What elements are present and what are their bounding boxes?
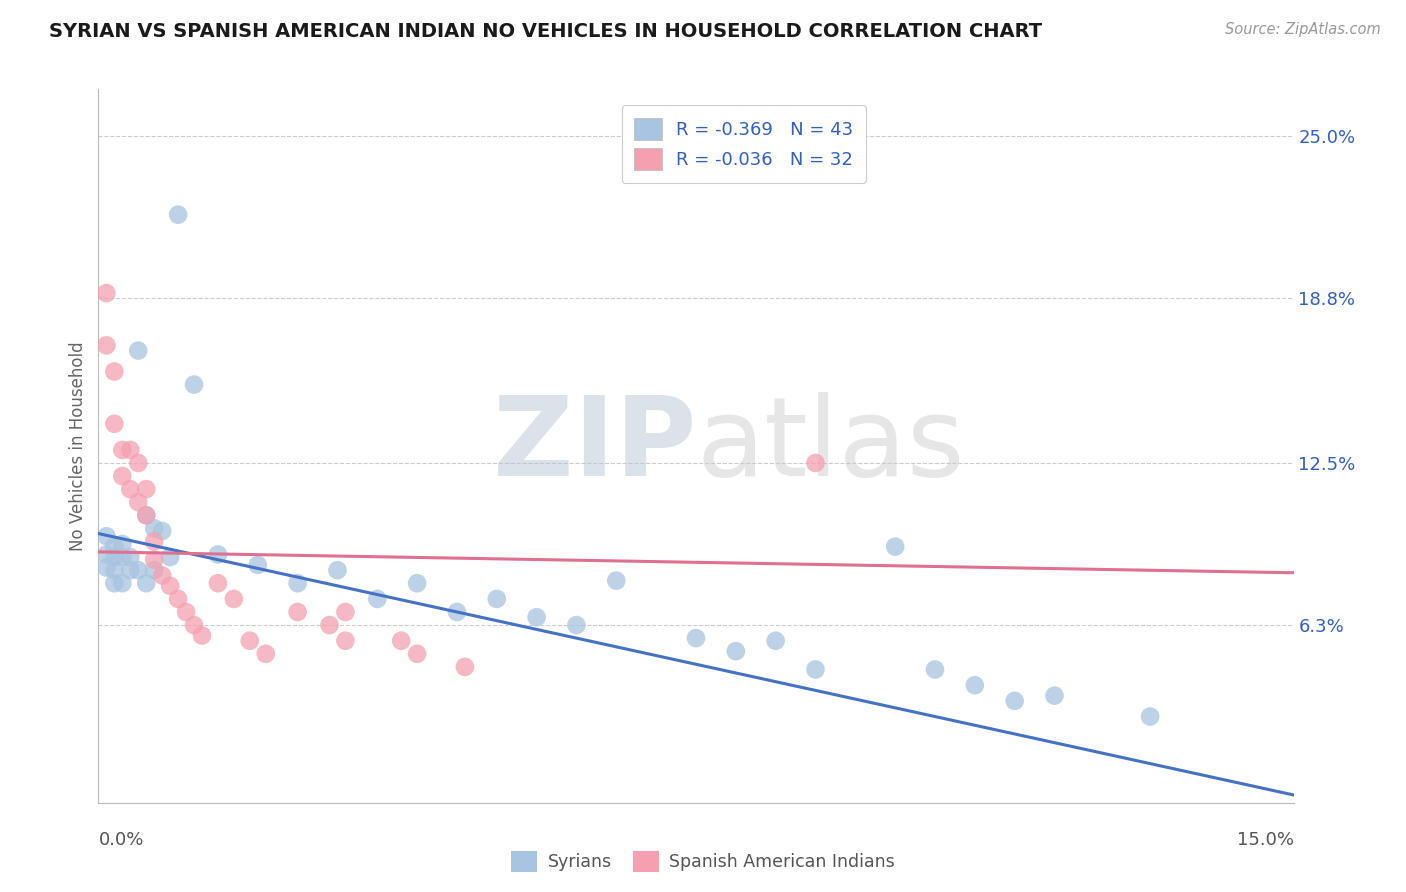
Point <box>111 469 134 483</box>
Legend: R = -0.369   N = 43, R = -0.036   N = 32: R = -0.369 N = 43, R = -0.036 N = 32 <box>621 105 866 183</box>
Point <box>287 605 309 619</box>
Point <box>111 550 134 565</box>
Legend: Syrians, Spanish American Indians: Syrians, Spanish American Indians <box>505 844 901 879</box>
Point <box>103 550 125 565</box>
Point <box>111 537 134 551</box>
Point <box>127 456 149 470</box>
Point <box>96 338 118 352</box>
Point <box>135 508 157 523</box>
Point <box>120 442 142 457</box>
Point <box>254 647 277 661</box>
Point <box>103 417 125 431</box>
Point <box>150 568 173 582</box>
Point <box>1004 694 1026 708</box>
Point <box>143 521 166 535</box>
Point <box>96 529 118 543</box>
Point <box>96 286 118 301</box>
Text: SYRIAN VS SPANISH AMERICAN INDIAN NO VEHICLES IN HOUSEHOLD CORRELATION CHART: SYRIAN VS SPANISH AMERICAN INDIAN NO VEH… <box>49 22 1042 41</box>
Point <box>183 377 205 392</box>
Point <box>239 633 262 648</box>
Point <box>135 576 157 591</box>
Point <box>446 605 468 619</box>
Point <box>103 364 125 378</box>
Point <box>804 663 827 677</box>
Point <box>318 618 340 632</box>
Point <box>389 633 412 648</box>
Point <box>287 576 309 591</box>
Point <box>924 663 946 677</box>
Point <box>167 591 190 606</box>
Point <box>963 678 986 692</box>
Point <box>406 576 429 591</box>
Point <box>183 618 205 632</box>
Text: 15.0%: 15.0% <box>1236 831 1294 849</box>
Point <box>159 550 181 565</box>
Point <box>127 495 149 509</box>
Point <box>143 563 166 577</box>
Point <box>326 563 349 577</box>
Point <box>884 540 907 554</box>
Point <box>111 442 134 457</box>
Point <box>111 576 134 591</box>
Point <box>120 482 142 496</box>
Text: ZIP: ZIP <box>492 392 696 500</box>
Point <box>1139 709 1161 723</box>
Point <box>335 633 357 648</box>
Point <box>605 574 627 588</box>
Text: Source: ZipAtlas.com: Source: ZipAtlas.com <box>1225 22 1381 37</box>
Point <box>103 563 125 577</box>
Point <box>246 558 269 572</box>
Point <box>765 633 787 648</box>
Point <box>103 576 125 591</box>
Point <box>174 605 197 619</box>
Point <box>135 482 157 496</box>
Point <box>207 548 229 562</box>
Point <box>724 644 747 658</box>
Text: 0.0%: 0.0% <box>98 831 143 849</box>
Point <box>150 524 173 538</box>
Point <box>120 563 142 577</box>
Y-axis label: No Vehicles in Household: No Vehicles in Household <box>69 341 87 551</box>
Point <box>454 660 477 674</box>
Point <box>207 576 229 591</box>
Point <box>143 534 166 549</box>
Point <box>143 552 166 566</box>
Point <box>335 605 357 619</box>
Point <box>685 631 707 645</box>
Point <box>120 550 142 565</box>
Point <box>804 456 827 470</box>
Point <box>127 343 149 358</box>
Point <box>366 591 388 606</box>
Point <box>103 540 125 554</box>
Point <box>485 591 508 606</box>
Point <box>167 208 190 222</box>
Point <box>565 618 588 632</box>
Point <box>127 563 149 577</box>
Point <box>159 579 181 593</box>
Point <box>191 628 214 642</box>
Point <box>222 591 245 606</box>
Point <box>96 548 118 562</box>
Point <box>96 560 118 574</box>
Text: atlas: atlas <box>696 392 965 500</box>
Point <box>135 508 157 523</box>
Point <box>1043 689 1066 703</box>
Point <box>406 647 429 661</box>
Point <box>526 610 548 624</box>
